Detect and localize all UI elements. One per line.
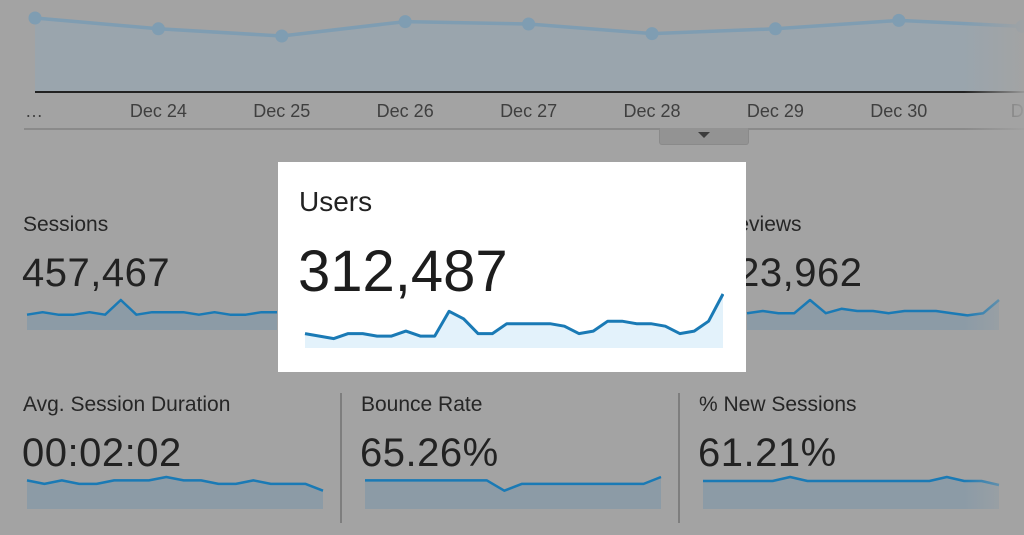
- sparkline-area: [365, 477, 661, 509]
- timeline-point[interactable]: [398, 15, 412, 29]
- timeline-x-tick: Dec 24: [130, 101, 187, 121]
- sessions-timeline-chart: … Dec 24 Dec 25 Dec 26 Dec 27 Dec 28 Dec 29 Dec…: [24, 11, 1024, 130]
- timeline-point[interactable]: [275, 29, 289, 43]
- metric-value-sessions: 457,467: [22, 251, 171, 295]
- timeline-x-tick: De: [1011, 101, 1024, 121]
- chevron-down-icon: [698, 132, 710, 138]
- timeline-point[interactable]: [151, 22, 165, 36]
- timeline-x-tick: Dec 25: [253, 101, 310, 121]
- metric-users-card[interactable]: Users 312,487: [278, 162, 746, 372]
- timeline-point[interactable]: [768, 22, 782, 36]
- sparkline-users: [304, 293, 724, 348]
- timeline-x-tick: Dec 26: [377, 101, 434, 121]
- timeline-point[interactable]: [522, 17, 536, 31]
- sparkline-area: [27, 300, 277, 330]
- metric-title-new-sessions: % New Sessions: [699, 393, 857, 416]
- sparkline-area: [27, 477, 323, 509]
- sparkline-area: [305, 294, 723, 348]
- sparkline-avg-session-duration: [26, 475, 324, 509]
- timeline-x-tick: Dec 28: [623, 101, 680, 121]
- timeline-x-tick: Dec 29: [747, 101, 804, 121]
- timeline-x-tick: …: [25, 101, 43, 121]
- timeline-x-tick: Dec 27: [500, 101, 557, 121]
- sparkline-line: [746, 298, 1000, 317]
- metric-divider: [678, 393, 680, 523]
- timeline-x-tick: Dec 30: [870, 101, 927, 121]
- sparkline-new-sessions: [703, 475, 1000, 509]
- metric-title-sessions: Sessions: [23, 213, 109, 236]
- sparkline-area: [703, 477, 999, 509]
- sparkline-line: [365, 475, 662, 492]
- sparkline-sessions: [26, 298, 277, 330]
- timeline-x-ticks: … Dec 24 Dec 25 Dec 26 Dec 27 Dec 28 Dec 29 Dec…: [25, 101, 1024, 121]
- sparkline-line: [26, 475, 324, 492]
- metric-value-bounce-rate: 65.26%: [360, 431, 499, 475]
- metric-title-avg-session-duration: Avg. Session Duration: [23, 393, 231, 416]
- sparkline-pageviews: [746, 298, 1000, 330]
- timeline-point[interactable]: [892, 13, 906, 27]
- sparkline-line: [304, 293, 724, 341]
- timeline-point[interactable]: [645, 27, 659, 41]
- timeline-point[interactable]: [28, 11, 42, 25]
- metric-divider: [340, 393, 342, 523]
- sparkline-bounce-rate: [365, 475, 662, 509]
- sparkline-line: [703, 475, 1000, 487]
- expand-chart-button[interactable]: [659, 128, 749, 145]
- metric-value-avg-session-duration: 00:02:02: [22, 431, 182, 475]
- metric-title-bounce-rate: Bounce Rate: [361, 393, 483, 416]
- metric-title-users: Users: [299, 186, 373, 217]
- sparkline-line: [26, 298, 277, 316]
- sparkline-area: [747, 300, 999, 330]
- metric-value-new-sessions: 61.21%: [698, 431, 837, 475]
- metric-value-users: 312,487: [298, 239, 508, 304]
